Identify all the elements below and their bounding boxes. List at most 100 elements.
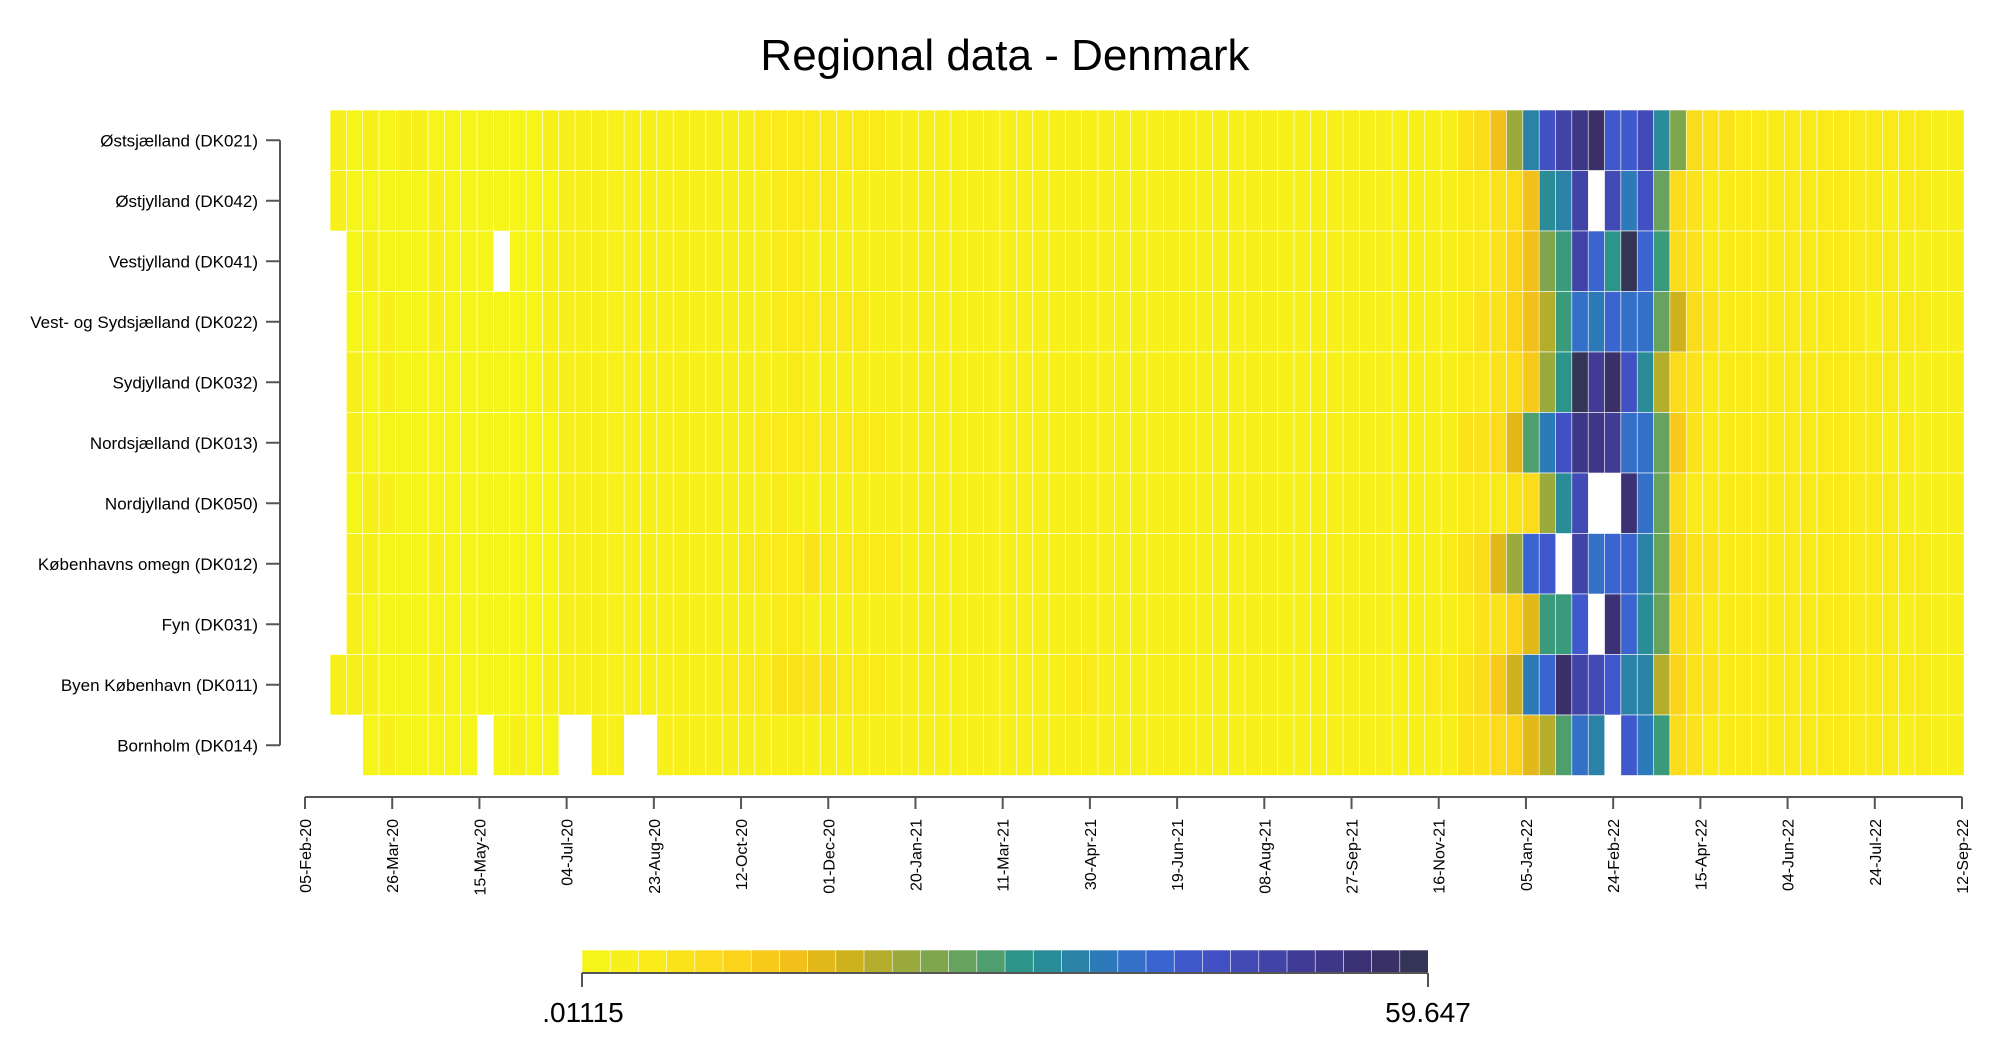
heatmap-cell <box>411 170 429 232</box>
x-tick-label: 16-Nov-21 <box>1432 819 1449 894</box>
heatmap-cell <box>1097 714 1115 776</box>
heatmap-cell <box>1571 170 1589 232</box>
heatmap-cell <box>999 170 1017 232</box>
heatmap-cell <box>1734 714 1753 776</box>
heatmap-cell <box>1212 109 1230 171</box>
heatmap-cell <box>1538 654 1557 716</box>
heatmap-cell <box>1489 170 1507 232</box>
heatmap-cell <box>460 472 478 534</box>
heatmap-cell <box>1947 291 1965 353</box>
heatmap-cell <box>754 472 772 534</box>
heatmap-cell <box>1489 593 1507 655</box>
heatmap-cell <box>721 230 739 292</box>
heatmap-cell <box>885 472 903 534</box>
heatmap-cell <box>1277 593 1295 655</box>
x-tick-label: 05-Jan-22 <box>1519 819 1536 891</box>
heatmap-cell <box>852 230 870 292</box>
heatmap-cell <box>1718 654 1736 716</box>
heatmap-cell <box>1914 654 1932 716</box>
heatmap-cell <box>672 654 690 716</box>
heatmap-cell <box>1849 230 1867 292</box>
heatmap-cell <box>1767 291 1785 353</box>
heatmap-cell <box>803 170 821 232</box>
heatmap-cell <box>966 472 985 534</box>
heatmap-cell <box>1130 351 1148 413</box>
heatmap-cell <box>395 654 413 716</box>
heatmap-cell <box>999 351 1017 413</box>
heatmap-cell <box>623 230 641 292</box>
heatmap-cell <box>1653 533 1671 595</box>
heatmap-cell <box>362 412 380 474</box>
heatmap-cell <box>738 351 756 413</box>
heatmap-cell <box>1555 351 1573 413</box>
heatmap-cell <box>901 714 919 776</box>
heatmap-cell <box>672 533 690 595</box>
heatmap-cell <box>1865 230 1883 292</box>
heatmap-cell <box>917 230 936 292</box>
heatmap-cell <box>1669 109 1687 171</box>
heatmap-cell <box>542 291 560 353</box>
heatmap-cell <box>999 533 1017 595</box>
heatmap-cell <box>1718 230 1736 292</box>
heatmap-cell <box>476 533 494 595</box>
heatmap-cell <box>623 593 641 655</box>
heatmap-cell <box>1391 230 1409 292</box>
heatmap-cell <box>966 533 985 595</box>
heatmap-cell <box>1048 472 1066 534</box>
heatmap-cell <box>1048 533 1066 595</box>
heatmap-cell <box>1636 654 1655 716</box>
heatmap-cell <box>1457 533 1475 595</box>
heatmap-cell <box>1228 291 1246 353</box>
heatmap-cell <box>1065 412 1083 474</box>
heatmap-cell <box>1718 291 1736 353</box>
heatmap-cell <box>574 230 592 292</box>
heatmap-cell <box>1359 593 1377 655</box>
legend-swatch <box>1173 949 1203 974</box>
heatmap-cell <box>934 412 952 474</box>
heatmap-cell <box>1261 230 1279 292</box>
heatmap-cell <box>1146 170 1164 232</box>
heatmap-cell <box>1065 714 1083 776</box>
legend-max-label: 59.647 <box>1385 997 1471 1028</box>
heatmap-cell <box>868 351 887 413</box>
heatmap-cell <box>1522 412 1540 474</box>
heatmap-cell <box>1832 412 1851 474</box>
heatmap-cell <box>1408 533 1426 595</box>
heatmap-cell <box>1555 593 1573 655</box>
heatmap-cell <box>966 230 985 292</box>
legend-swatch <box>666 949 696 974</box>
legend-swatch <box>722 949 752 974</box>
heatmap-cell <box>378 170 396 232</box>
heatmap-cell <box>836 714 854 776</box>
heatmap-cell <box>1261 654 1279 716</box>
heatmap-cell <box>476 291 494 353</box>
heatmap-cell <box>1947 412 1965 474</box>
heatmap-cell <box>1734 170 1753 232</box>
heatmap-cell <box>1702 291 1720 353</box>
heatmap-cell <box>1195 109 1213 171</box>
heatmap-cell <box>1898 109 1916 171</box>
heatmap-cell <box>1800 533 1818 595</box>
heatmap-cell <box>346 230 364 292</box>
heatmap-cell <box>1506 714 1524 776</box>
heatmap-cell <box>1212 291 1230 353</box>
heatmap-cell <box>1604 412 1622 474</box>
heatmap-cell <box>362 654 380 716</box>
heatmap-cell <box>395 109 413 171</box>
heatmap-cell <box>607 472 625 534</box>
legend-swatch <box>1145 949 1175 974</box>
heatmap-cell <box>1310 533 1328 595</box>
heatmap-cell <box>591 351 609 413</box>
heatmap-cell <box>1342 593 1360 655</box>
heatmap-cell <box>1620 654 1638 716</box>
heatmap-cell <box>1342 351 1360 413</box>
legend-swatch <box>1343 949 1373 974</box>
heatmap-cell <box>640 654 658 716</box>
heatmap-cell <box>1604 109 1622 171</box>
heatmap-cell <box>672 291 690 353</box>
heatmap-cell <box>1408 230 1426 292</box>
heatmap-cell <box>868 412 887 474</box>
heatmap-cell <box>1081 472 1099 534</box>
heatmap-cell <box>1832 593 1851 655</box>
heatmap-cell <box>770 593 789 655</box>
